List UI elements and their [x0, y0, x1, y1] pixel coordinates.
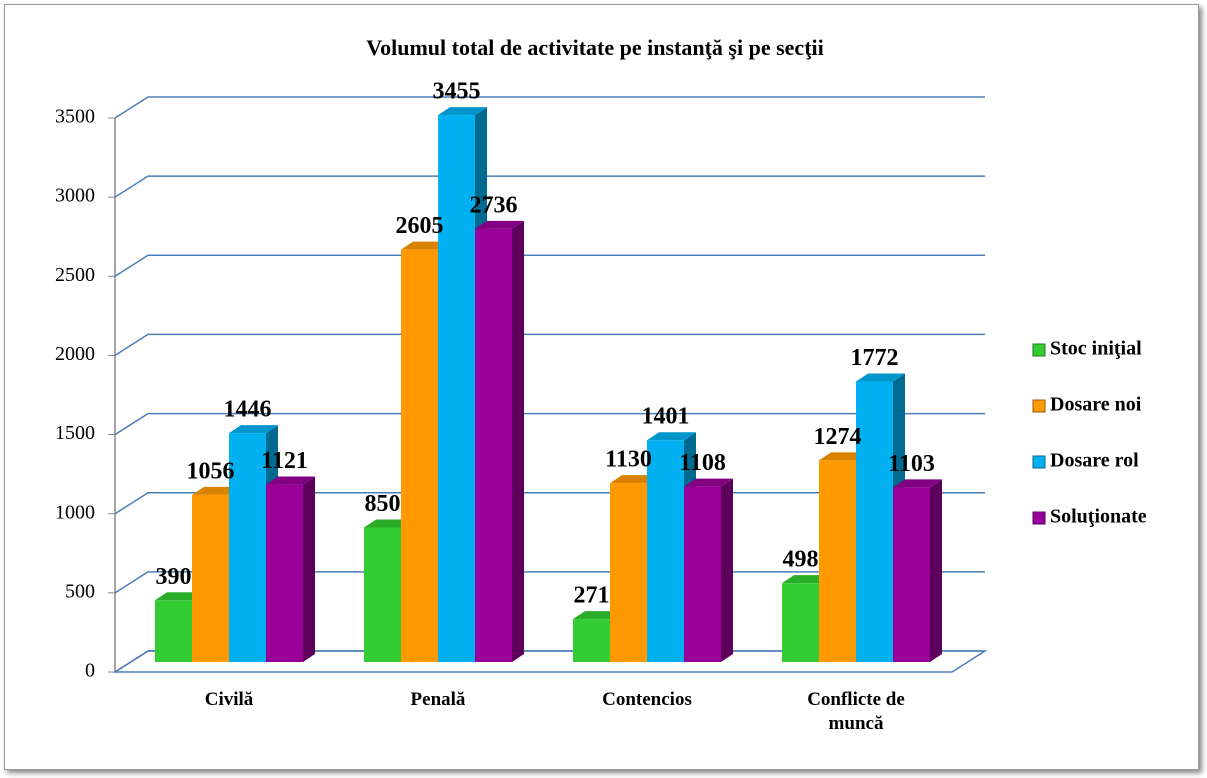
bar-top [266, 476, 315, 485]
bar [155, 600, 192, 662]
grid-line [114, 254, 985, 277]
grid-line [114, 96, 985, 119]
value-label: 3455 [433, 79, 481, 105]
bar-side [721, 478, 733, 662]
bar-top [856, 373, 905, 382]
grid-line [114, 412, 985, 436]
bar-top [192, 486, 241, 495]
legend-swatch [1032, 511, 1046, 525]
x-tick-label: Conflicte de muncă [807, 689, 905, 734]
legend-label: Stoc iniţial [1050, 338, 1142, 360]
bar [856, 381, 893, 662]
value-label: 390 [156, 564, 192, 590]
bar-top [155, 592, 204, 601]
bar-side [512, 220, 524, 662]
chart-title: Volumul total de activitate pe instanţă … [366, 35, 824, 60]
bar [266, 484, 303, 662]
y-tick-label: 2000 [55, 343, 95, 365]
bar-top [573, 611, 622, 620]
y-tick-label: 500 [65, 580, 95, 602]
bar-top [401, 241, 450, 250]
value-label: 1446 [224, 397, 272, 423]
y-tick-label: 1500 [55, 422, 95, 444]
value-label: 2736 [470, 192, 518, 218]
bar [647, 440, 684, 662]
bar [782, 583, 819, 662]
legend-swatch [1032, 343, 1046, 357]
x-tick-label: Penală [410, 689, 466, 710]
bar-top [647, 432, 696, 441]
legend-label: Soluţionate [1050, 506, 1147, 528]
bar [475, 228, 512, 662]
bar [610, 483, 647, 662]
value-label: 1108 [679, 450, 726, 476]
x-tick-label: Civilă [204, 689, 254, 710]
bar-side [303, 476, 315, 662]
legend-swatch [1032, 399, 1046, 413]
bar [229, 433, 266, 662]
legend-label: Dosare noi [1050, 394, 1142, 416]
value-label: 271 [574, 583, 610, 609]
legend-swatch [1032, 455, 1046, 469]
y-tick-label: 0 [85, 660, 95, 682]
bar-top [684, 478, 733, 487]
value-label: 1401 [642, 404, 690, 430]
y-tick-label: 3500 [55, 106, 95, 128]
bar-top [782, 575, 831, 584]
bar-top [364, 519, 413, 528]
bar-top [893, 479, 942, 488]
value-label: 498 [783, 547, 819, 573]
grid-line [114, 333, 985, 357]
bar [192, 494, 229, 662]
y-tick-label: 2500 [55, 264, 95, 286]
bar [438, 115, 475, 662]
bar-top [610, 475, 659, 484]
bar [401, 249, 438, 662]
value-label: 1274 [814, 424, 862, 450]
bar [819, 460, 856, 662]
value-label: 1103 [888, 451, 935, 477]
x-tick-label: Contencios [602, 689, 692, 710]
grid-line [114, 175, 985, 198]
bar-top [475, 220, 524, 229]
bar [364, 527, 401, 662]
y-tick-label: 3000 [55, 185, 95, 207]
value-label: 850 [365, 491, 401, 517]
value-label: 1772 [851, 345, 899, 371]
value-label: 1130 [605, 447, 652, 473]
bar [573, 619, 610, 662]
bar-top [438, 107, 487, 116]
value-label: 2605 [396, 213, 444, 239]
bar-top [819, 452, 868, 461]
bar [684, 486, 721, 662]
bar [893, 487, 930, 662]
bar-top [229, 425, 278, 434]
value-label: 1121 [261, 448, 308, 474]
bar-side [930, 479, 942, 662]
y-tick-label: 1000 [55, 501, 95, 523]
legend-label: Dosare rol [1050, 450, 1139, 472]
value-label: 1056 [187, 458, 235, 484]
